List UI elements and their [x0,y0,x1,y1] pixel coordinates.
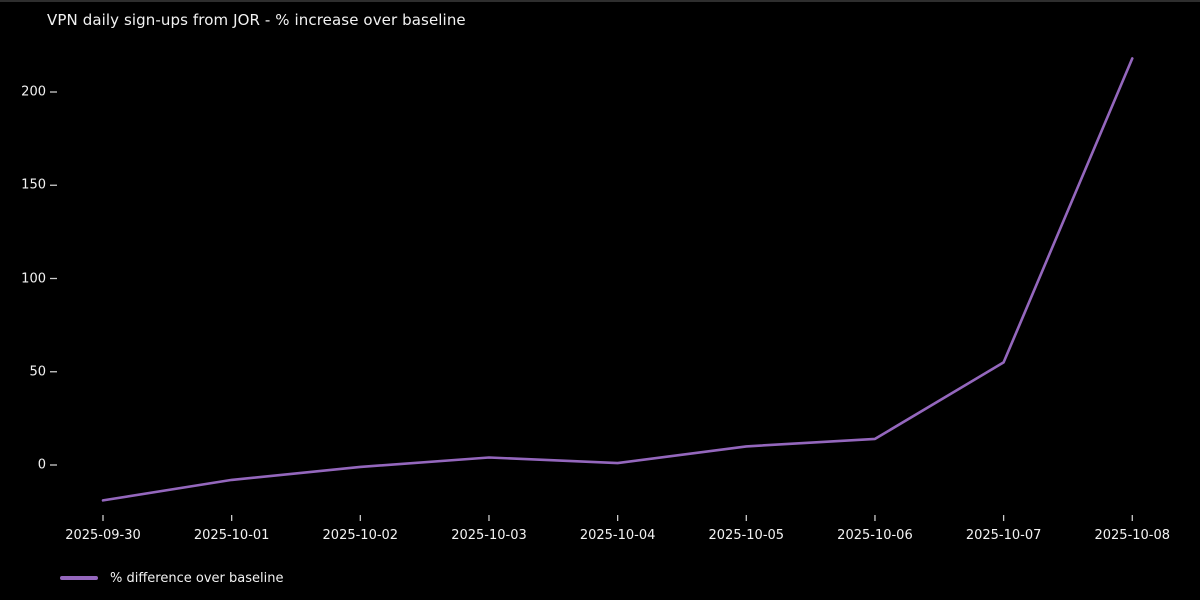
legend-line-swatch [60,576,98,580]
y-tick-label: 100 [21,271,46,286]
y-tick-label: 0 [37,457,46,473]
x-tick-label: 2025-10-06 [837,528,913,543]
legend-label: % difference over baseline [110,570,284,586]
y-tick-label: 50 [29,364,46,380]
chart-title: VPN daily sign-ups from JOR - % increase… [47,11,466,29]
x-tick-label: 2025-10-05 [708,528,785,543]
x-tick-label: 2025-10-01 [193,528,270,543]
series-line [101,57,1134,502]
x-tick-label: 2025-10-04 [579,528,656,543]
y-tick-label: 150 [21,177,46,193]
y-tick-label: 200 [21,84,46,100]
x-tick-label: 2025-10-02 [322,528,399,543]
x-tick-label: 2025-09-30 [65,528,141,543]
x-tick-label: 2025-10-03 [451,528,527,543]
x-tick-label: 2025-10-07 [965,528,1042,543]
legend: % difference over baseline [60,568,283,588]
window-top-edge [0,0,1200,2]
x-tick-label: 2025-10-08 [1094,528,1171,543]
